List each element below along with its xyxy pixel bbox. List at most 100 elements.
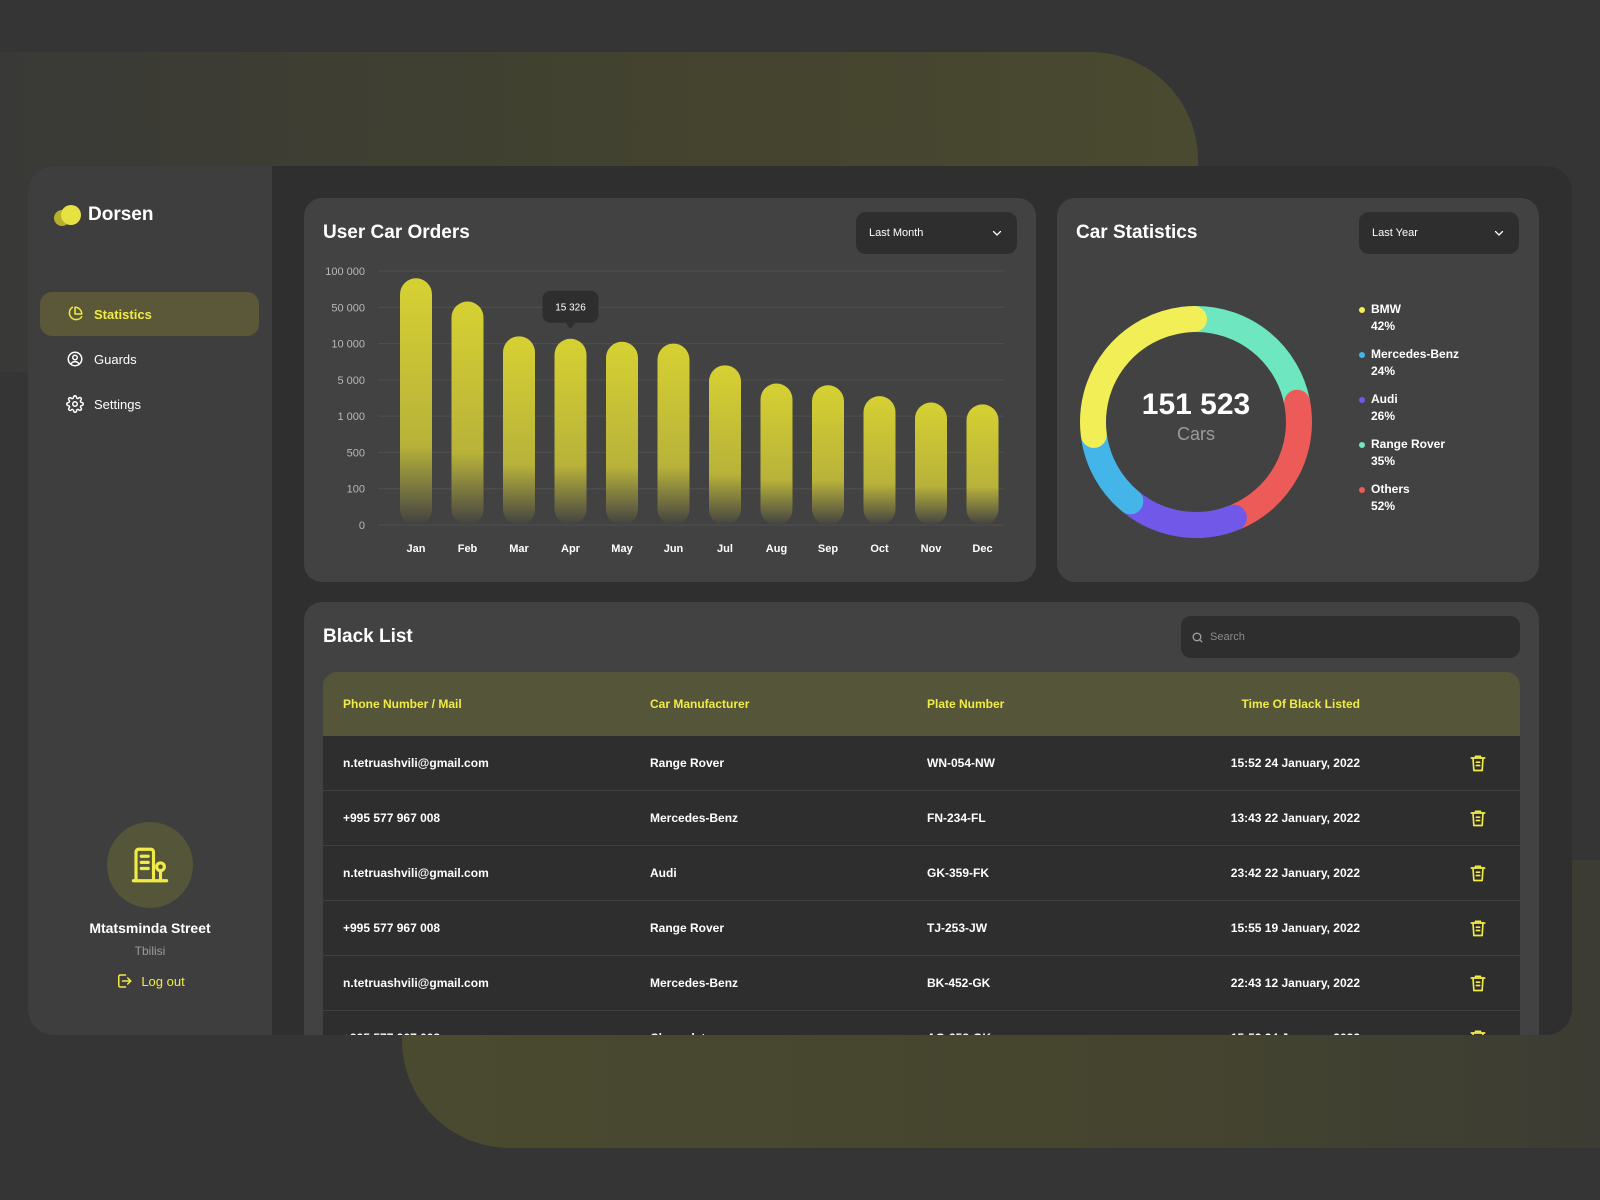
bar-mar[interactable]: [503, 336, 535, 525]
bar-nov[interactable]: [915, 402, 947, 525]
column-header-plate[interactable]: Plate Number: [927, 697, 1005, 711]
x-tick-label: Feb: [458, 543, 478, 555]
black-list-table: Phone Number / Mail Car Manufacturer Pla…: [323, 672, 1520, 1035]
legend-item: Audi 26%: [1359, 392, 1459, 423]
cell-manufacturer: Chevrolet: [650, 1031, 705, 1035]
profile-card: Mtatsminda Street Tbilisi Log out: [28, 822, 272, 995]
cell-time: 15:55 19 January, 2022: [1230, 921, 1360, 935]
pie-chart-icon: [68, 306, 83, 321]
legend-item: Range Rover 35%: [1359, 437, 1459, 468]
column-header-time[interactable]: Time Of Black Listed: [1241, 697, 1360, 711]
legend-name: Audi: [1371, 392, 1398, 406]
brand-logo[interactable]: Dorsen: [54, 204, 153, 226]
bar-apr[interactable]: [554, 338, 587, 525]
x-tick-label: Nov: [921, 543, 943, 555]
bar-aug[interactable]: [760, 383, 793, 525]
trash-icon[interactable]: [1468, 808, 1488, 828]
donut-segment-bmw[interactable]: [1079, 306, 1312, 538]
legend-pct: 26%: [1371, 409, 1396, 423]
avatar[interactable]: [107, 822, 193, 908]
bar-jul[interactable]: [709, 365, 741, 525]
table-row[interactable]: n.tetruashvili@gmail.com Mercedes-Benz BK-…: [323, 956, 1520, 1011]
donut-segment-mercedes-benz[interactable]: [1057, 282, 1337, 562]
bar-feb[interactable]: [451, 301, 484, 525]
bar-sep[interactable]: [812, 385, 844, 525]
logout-label: Log out: [141, 973, 185, 989]
app-window: Dorsen Statistics Guards Setting: [28, 166, 1572, 1035]
sidebar-nav: Statistics Guards Settings: [40, 292, 259, 427]
table-row[interactable]: n.tetruashvili@gmail.com Audi GK-359-FK 23:…: [323, 846, 1520, 901]
chevron-down-icon: [1494, 230, 1504, 236]
car-statistics-panel: Car Statistics Last Year 151 523 Cars BM…: [1057, 198, 1539, 582]
sidebar-item-guards[interactable]: Guards: [40, 337, 259, 381]
x-tick-label: Sep: [818, 543, 838, 555]
sidebar-item-settings[interactable]: Settings: [40, 382, 259, 426]
bar-jun[interactable]: [657, 343, 690, 525]
trash-icon[interactable]: [1468, 1028, 1488, 1035]
sidebar-item-label: Guards: [94, 351, 137, 367]
cell-manufacturer: Range Rover: [650, 921, 725, 935]
table-row[interactable]: +995 577 967 008 Range Rover TJ-253-JW 15:5…: [323, 901, 1520, 956]
user-circle-icon: [67, 351, 83, 367]
y-tick-label: 100 000: [325, 266, 365, 278]
cell-plate: BK-452-GK: [927, 976, 991, 990]
y-tick-label: 1 000: [337, 411, 365, 423]
profile-city: Tbilisi: [134, 944, 166, 958]
orders-period-value: Last Month: [869, 227, 924, 239]
column-header-contact[interactable]: Phone Number / Mail: [343, 697, 462, 711]
donut-total: 151 523: [1141, 388, 1251, 421]
cell-manufacturer: Mercedes-Benz: [650, 976, 739, 990]
legend-pct: 24%: [1371, 364, 1396, 378]
trash-icon[interactable]: [1468, 863, 1488, 883]
x-tick-label: Aug: [766, 543, 787, 555]
x-tick-label: May: [611, 543, 633, 555]
legend-pct: 52%: [1371, 499, 1396, 513]
legend-dot: [1359, 442, 1365, 448]
cell-time: 15:52 24 January, 2022: [1231, 1031, 1360, 1035]
orders-title: User Car Orders: [323, 222, 470, 243]
trash-icon[interactable]: [1468, 973, 1488, 993]
trash-icon[interactable]: [1468, 918, 1488, 938]
chevron-down-icon: [992, 230, 1002, 236]
black-list-panel: Black List Phone Number / Mail Car Manuf…: [304, 602, 1539, 1035]
x-tick-label: Jun: [664, 543, 684, 555]
table-row[interactable]: +995 577 967 008 Mercedes-Benz FN-234-FL 13…: [323, 791, 1520, 846]
x-tick-label: Mar: [509, 543, 529, 555]
user-car-orders-panel: User Car Orders Last Month 100 000 50 000…: [304, 198, 1036, 582]
bar-dec[interactable]: [966, 404, 999, 525]
cell-contact: n.tetruashvili@gmail.com: [343, 756, 489, 770]
donut-segment-others[interactable]: [1076, 302, 1317, 543]
cell-time: 22:43 12 January, 2022: [1230, 976, 1360, 990]
legend-item: Mercedes-Benz 24%: [1359, 347, 1459, 378]
legend-dot: [1359, 307, 1365, 313]
x-tick-label: Oct: [870, 543, 889, 555]
cell-plate: FN-234-FL: [927, 811, 986, 825]
sidebar: Dorsen Statistics Guards Setting: [28, 166, 272, 1035]
cell-plate: TJ-253-JW: [927, 921, 988, 935]
orders-period-dropdown[interactable]: Last Month: [856, 212, 1017, 254]
legend-dot: [1359, 487, 1365, 493]
table-row[interactable]: n.tetruashvili@gmail.com Range Rover WN-05…: [323, 736, 1520, 791]
building-icon: [131, 847, 169, 883]
bar-jan[interactable]: [400, 278, 432, 525]
x-tick-label: Dec: [972, 543, 992, 555]
stats-period-dropdown[interactable]: Last Year: [1359, 212, 1519, 254]
sidebar-item-statistics[interactable]: Statistics: [40, 292, 259, 336]
legend-pct: 35%: [1371, 454, 1396, 468]
search-input[interactable]: [1210, 631, 1510, 643]
cell-plate: WN-054-NW: [927, 756, 995, 770]
table-row[interactable]: +995 577 967 008 Chevrolet AG-258-GK 15:52 …: [323, 1011, 1520, 1035]
bar-oct[interactable]: [863, 396, 896, 525]
donut-legend: BMW 42% Mercedes-Benz 24% Audi 26% Range Rover…: [1359, 302, 1459, 527]
column-header-manufacturer[interactable]: Car Manufacturer: [650, 697, 750, 711]
logout-button[interactable]: Log out: [115, 972, 185, 990]
donut-segment-audi[interactable]: [1062, 288, 1329, 555]
trash-icon[interactable]: [1468, 753, 1488, 773]
bar-may[interactable]: [606, 341, 638, 525]
cell-contact: +995 577 967 008: [343, 921, 441, 935]
legend-item: Others 52%: [1359, 482, 1459, 513]
cell-time: 15:52 24 January, 2022: [1230, 756, 1360, 770]
cell-plate: GK-359-FK: [927, 866, 990, 880]
search-box[interactable]: [1181, 616, 1520, 658]
